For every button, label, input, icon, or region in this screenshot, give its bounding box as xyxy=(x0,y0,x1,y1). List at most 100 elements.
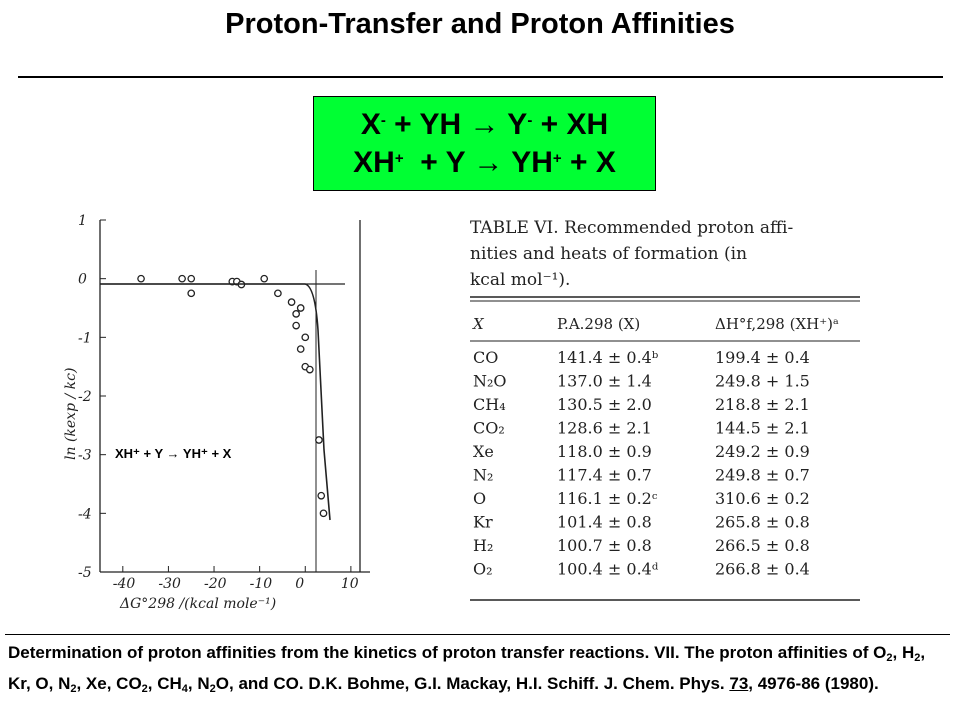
charge-superscript: + xyxy=(552,150,562,167)
charge-superscript: - xyxy=(527,112,533,129)
reactant-y: + Y xyxy=(403,146,474,179)
data-point xyxy=(317,491,326,500)
caption-text: , CH xyxy=(147,674,182,693)
table-cell-dhf: 266.5 ± 0.8 xyxy=(715,536,810,555)
charge-superscript: - xyxy=(380,112,386,129)
table-cell-dhf: 249.8 ± 0.7 xyxy=(715,466,810,485)
data-point xyxy=(296,304,305,312)
subscript: 2 xyxy=(914,652,921,664)
table-heading-line-3: kcal mol⁻¹). xyxy=(470,270,570,290)
table-cell-dhf: 218.8 ± 2.1 xyxy=(715,395,810,414)
table-col-header-x: X xyxy=(472,315,485,333)
reactant-x: X xyxy=(360,108,381,141)
data-point xyxy=(187,274,196,283)
charge-superscript: + xyxy=(394,150,404,167)
subscript: 4 xyxy=(181,683,188,695)
table-cell-species: O₂ xyxy=(473,560,493,579)
arrow-icon: → xyxy=(469,108,500,141)
x-tick-label: -40 xyxy=(113,576,136,592)
arrow-icon: → xyxy=(473,146,504,179)
reaction-equations-box: X- + YH → Y- + XH XH+ + Y → YH+ + X xyxy=(313,96,656,191)
plot-reaction-label: XH⁺ + Y → YH⁺ + X xyxy=(115,446,232,461)
table-cell-dhf: 249.8 + 1.5 xyxy=(715,372,810,391)
page-title: Proton-Transfer and Proton Affinities xyxy=(225,8,735,40)
table-cell-pa: 100.4 ± 0.4ᵈ xyxy=(557,560,659,579)
x-tick-label: 0 xyxy=(295,576,304,592)
data-point xyxy=(301,333,310,342)
table-col-header-pa: P.A.298 (X) xyxy=(557,315,640,333)
caption-divider xyxy=(5,634,950,635)
table-cell-pa: 130.5 ± 2.0 xyxy=(557,395,652,414)
subscript: 2 xyxy=(70,683,77,695)
table-cell-pa: 101.4 ± 0.8 xyxy=(557,513,652,532)
product-yh: YH xyxy=(503,146,553,179)
table-cell-pa: 118.0 ± 0.9 xyxy=(557,442,652,461)
table-cell-pa: 137.0 ± 1.4 xyxy=(557,372,652,391)
y-tick-label: 1 xyxy=(78,213,87,229)
proton-affinity-table: TABLE VI. Recommended proton affi- nitie… xyxy=(465,205,880,615)
reactant-yh: + YH xyxy=(385,108,470,141)
citation-caption: Determination of proton affinities from … xyxy=(8,640,948,702)
product-x: + X xyxy=(561,146,616,179)
x-tick-label: -10 xyxy=(250,576,273,592)
reaction-line-1: X- + YH → Y- + XH xyxy=(314,106,655,144)
table-cell-pa: 100.7 ± 0.8 xyxy=(557,536,652,555)
data-point xyxy=(292,310,300,318)
data-point xyxy=(296,345,305,353)
table-cell-species: H₂ xyxy=(473,536,493,555)
table-cell-pa: 141.4 ± 0.4ᵇ xyxy=(557,348,658,367)
data-points xyxy=(137,274,328,518)
table-cell-dhf: 249.2 ± 0.9 xyxy=(715,442,810,461)
table-cell-pa: 117.4 ± 0.7 xyxy=(557,466,652,485)
table-cell-species: N₂O xyxy=(473,372,507,391)
caption-text: , 4976-86 (1980). xyxy=(748,674,879,693)
reaction-line-2: XH+ + Y → YH+ + X xyxy=(314,144,655,182)
table-cell-species: O xyxy=(473,489,486,508)
table-col-header-dhf: ΔH°f,298 (XH⁺)ᵃ xyxy=(715,315,839,333)
journal-volume: 73 xyxy=(729,674,749,693)
fit-curve xyxy=(100,283,331,521)
product-xh: + XH xyxy=(532,108,609,141)
table-cell-species: Kr xyxy=(473,513,493,532)
data-point xyxy=(292,321,300,330)
kinetics-plot: 10-1-2-3-4-5 -40 -30 -20 -10 0 10 ln (kexp / … xyxy=(60,210,390,620)
table-cell-species: N₂ xyxy=(473,466,493,485)
subscript: 2 xyxy=(209,683,216,695)
table-cell-dhf: 266.8 ± 0.4 xyxy=(715,560,810,579)
y-tick-label: 0 xyxy=(78,272,87,288)
data-point xyxy=(137,274,145,283)
table-scan-background xyxy=(465,205,880,615)
y-tick-labels: 1 0 -1 -2 -3 -4 -5 xyxy=(78,213,106,581)
y-tick-label: -3 xyxy=(78,448,92,464)
y-tick-label: -1 xyxy=(78,330,92,346)
table-cell-dhf: 199.4 ± 0.4 xyxy=(715,348,810,367)
data-point xyxy=(319,509,328,518)
data-point xyxy=(260,274,269,283)
caption-text: O, and CO. D.K. Bohme, G.I. Mackay, H.I.… xyxy=(215,674,730,693)
caption-text: , N xyxy=(187,674,210,693)
table-cell-species: Xe xyxy=(473,442,494,461)
caption-text: , H xyxy=(892,643,915,662)
caption-text: , Kr, O, N xyxy=(8,643,926,693)
reactant-xh: XH xyxy=(353,146,395,179)
subscript: 2 xyxy=(886,652,893,664)
table-cell-pa: 116.1 ± 0.2ᶜ xyxy=(557,489,658,508)
y-tick-label: -4 xyxy=(78,506,92,522)
data-point xyxy=(178,274,186,283)
y-tick-label: -2 xyxy=(78,389,92,405)
table-cell-pa: 128.6 ± 2.1 xyxy=(557,419,652,438)
x-tick-label: -20 xyxy=(204,576,227,592)
table-cell-species: CO₂ xyxy=(473,419,505,438)
data-point xyxy=(287,298,296,306)
caption-text: Determination of proton affinities from … xyxy=(8,643,887,662)
table-cell-dhf: 144.5 ± 2.1 xyxy=(715,419,810,438)
data-point xyxy=(274,289,282,298)
table-heading-line-2: nities and heats of formation (in xyxy=(470,244,747,264)
y-tick-label: -5 xyxy=(78,565,92,581)
data-point xyxy=(305,365,314,374)
caption-text: , Xe, CO xyxy=(76,674,142,693)
x-tick-labels: -40 -30 -20 -10 0 10 xyxy=(113,566,359,592)
subscript: 2 xyxy=(141,683,148,695)
title-divider xyxy=(18,76,943,78)
